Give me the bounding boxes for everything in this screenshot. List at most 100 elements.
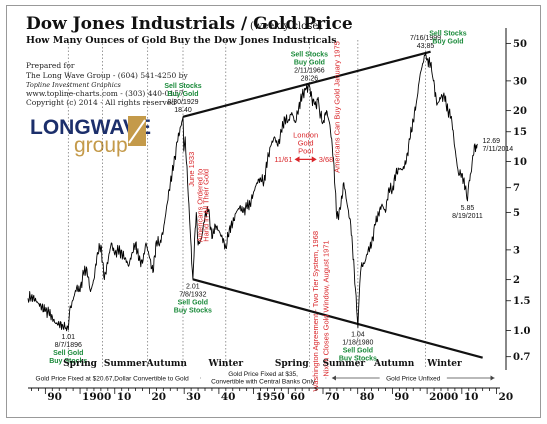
x-tick-label: 2000 bbox=[429, 391, 458, 403]
annotation-label: 18.40 bbox=[174, 107, 192, 114]
y-tick-label: 5 bbox=[513, 208, 520, 219]
event-note: Hand in All Their Gold bbox=[201, 169, 210, 242]
x-tick-label: 90 bbox=[394, 391, 409, 403]
prepared-line-4: www.topline-charts.com - (303) 440-0157 bbox=[26, 89, 184, 98]
annotation-action: Buy Gold bbox=[167, 91, 198, 98]
bottom-bands: Gold Price Fixed at $20.67,Dollar Conver… bbox=[19, 369, 495, 386]
band-label-2: Convertible with Central Banks Only bbox=[211, 379, 316, 386]
logo-mark-stroke bbox=[128, 119, 146, 144]
annotation-label: 5.85 bbox=[461, 205, 475, 212]
season-label: Summer bbox=[323, 359, 366, 369]
annotation-label: 2/11/1966 bbox=[294, 67, 325, 74]
x-tick-label: 20 bbox=[499, 391, 514, 403]
london-pool-arrowhead-left bbox=[294, 156, 300, 163]
x-tick-label: 1950 bbox=[256, 391, 285, 403]
annotation-label: 7/11/2014 bbox=[483, 146, 514, 153]
season-label: Spring bbox=[275, 359, 309, 369]
season-label: Winter bbox=[208, 359, 244, 369]
y-tick-label: 0.7 bbox=[513, 352, 530, 363]
chart-title-note: (weekly close) bbox=[250, 21, 322, 32]
annotation-label: 43.85 bbox=[417, 43, 435, 50]
ratio-series bbox=[27, 52, 478, 332]
y-tick-label: 7 bbox=[513, 183, 520, 194]
band-arrow-right bbox=[490, 375, 495, 381]
annotation-label: 7/8/1932 bbox=[179, 291, 206, 298]
band-label-bg bbox=[200, 369, 326, 384]
annotation-action: Sell Stocks bbox=[291, 51, 328, 58]
london-pool-label: Gold bbox=[298, 138, 314, 147]
y-tick-label: 3 bbox=[513, 245, 520, 256]
london-pool-end: 3/68 bbox=[319, 155, 334, 164]
chart-subtitle: How Many Ounces of Gold Buy the Dow Jone… bbox=[26, 35, 337, 46]
x-tick-label: 70 bbox=[325, 391, 340, 403]
chart-title: Dow Jones Industrials / Gold Price bbox=[26, 14, 353, 34]
annotation-label: 8/7/1896 bbox=[55, 342, 82, 349]
band-label: Gold Price Fixed at $35, bbox=[228, 371, 298, 378]
x-tick-label: 10 bbox=[117, 391, 132, 403]
event-note: Americans Can Buy Gold January 1975 bbox=[333, 41, 342, 173]
season-label: Autumn bbox=[373, 359, 415, 369]
london-pool-start: 11/61 bbox=[274, 155, 292, 164]
y-tick-label: 15 bbox=[513, 127, 527, 138]
annotation-action: Sell Stocks bbox=[164, 83, 201, 90]
longwave-logo: LONGWAVE group bbox=[30, 116, 151, 157]
season-label: Summer bbox=[104, 359, 147, 369]
x-tick-label: 30 bbox=[186, 391, 201, 403]
event-note: Americans Ordered to bbox=[196, 169, 205, 242]
annotation-action: Buy Gold bbox=[432, 38, 463, 45]
y-tick-label: 1.5 bbox=[513, 296, 530, 307]
band-label-bg bbox=[19, 373, 206, 382]
chart-frame bbox=[6, 5, 541, 418]
y-tick-label: 50 bbox=[513, 39, 527, 50]
annotation-action: Sell Stocks bbox=[429, 30, 466, 37]
annotation-action: Buy Stocks bbox=[49, 358, 87, 365]
annotation-label: 1/18/1980 bbox=[342, 340, 373, 347]
band-label: Gold Price Fixed at $20.67,Dollar Conver… bbox=[36, 376, 190, 383]
event-note: June 1933 bbox=[187, 152, 196, 187]
ratio-line bbox=[27, 52, 478, 332]
y-tick-label: 20 bbox=[513, 106, 527, 117]
x-tick-label: 1900 bbox=[82, 391, 111, 403]
event-note: Nixon Closes Gold Window, August 1971 bbox=[322, 240, 331, 376]
y-tick-label: 2 bbox=[513, 275, 520, 286]
prepared-line-3: Topline Investment Graphics bbox=[26, 81, 121, 89]
y-tick-label: 30 bbox=[513, 76, 527, 87]
y-tick-label: 10 bbox=[513, 157, 527, 168]
annotation-label: 7/16/1999 bbox=[410, 35, 441, 42]
annotation-action: Buy Stocks bbox=[174, 307, 212, 314]
annotation-label: 1.01 bbox=[61, 334, 75, 341]
season-label: Spring bbox=[63, 359, 97, 369]
band-label-bg bbox=[379, 373, 447, 382]
london-pool-label: Pool bbox=[298, 146, 313, 155]
x-tick-label: 20 bbox=[151, 391, 166, 403]
season-labels: Spring Summer Autumn Winter Spring Summer Autu… bbox=[63, 359, 462, 369]
prepared-line-5: Copyright (c) 2014 - All rights reserved bbox=[26, 98, 176, 107]
london-pool-label: London bbox=[293, 130, 318, 139]
annotation-action: Buy Gold bbox=[294, 59, 325, 66]
y-axis: 50 30 20 15 10 7 5 3 2 1.5 1.0 0.7 bbox=[505, 28, 530, 370]
vertical-guides bbox=[67, 40, 426, 368]
annotation-action: Buy Stocks bbox=[339, 356, 377, 363]
x-tick-label: 60 bbox=[290, 391, 305, 403]
london-pool-arrowhead-right bbox=[311, 156, 317, 163]
annotation-action: Sell Gold bbox=[53, 350, 83, 357]
season-label: Autumn bbox=[146, 359, 188, 369]
annotation-label: 28.26 bbox=[301, 75, 319, 82]
prepared-line-1: Prepared for bbox=[26, 61, 75, 70]
annotation-action: Sell Gold bbox=[343, 348, 373, 355]
trendline bbox=[192, 278, 483, 359]
prepared-line-2: The Long Wave Group - (604) 541-4250 by bbox=[26, 71, 188, 80]
annotation-label: 2.01 bbox=[186, 283, 200, 290]
annotation-label: 8/30/1929 bbox=[167, 99, 198, 106]
logo-word-group: group bbox=[74, 134, 128, 157]
x-tick-label: 10 bbox=[464, 391, 479, 403]
x-axis: 90 1900 10 20 30 40 1950 60 70 80 90 2000 10 20 bbox=[28, 387, 514, 403]
annotation-label: 1.04 bbox=[351, 332, 365, 339]
logo-word-longwave: LONGWAVE bbox=[30, 116, 151, 139]
season-label: Winter bbox=[426, 359, 462, 369]
annotation-label: 8/19/2011 bbox=[452, 213, 483, 220]
y-tick-label: 1.0 bbox=[513, 326, 530, 337]
band-label: Gold Price Unfixed bbox=[386, 376, 441, 383]
